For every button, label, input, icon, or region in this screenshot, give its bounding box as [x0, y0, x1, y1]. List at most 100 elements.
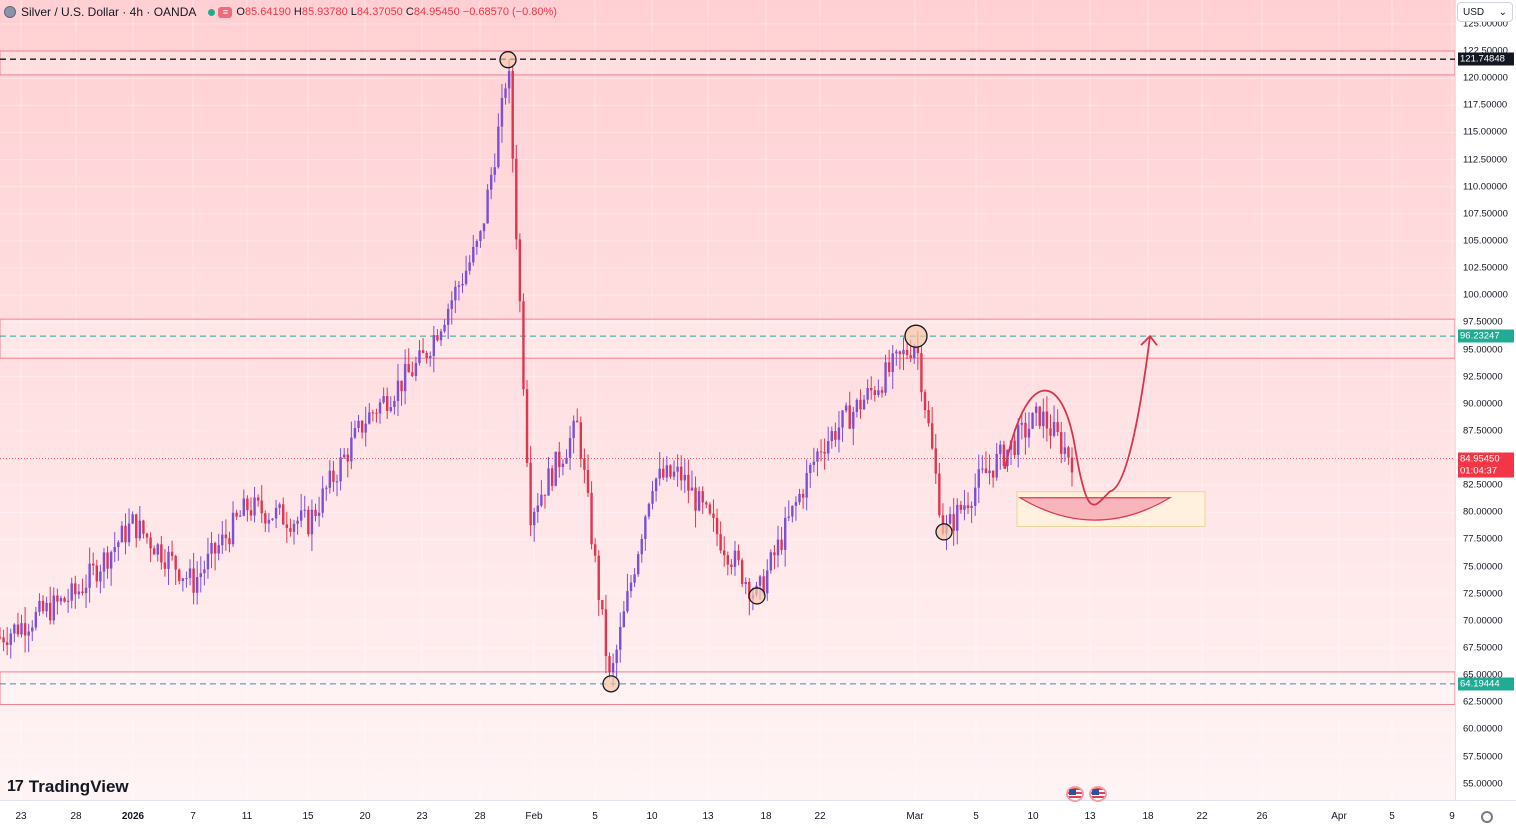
pivot-marker[interactable]	[602, 675, 620, 693]
tradingview-logo-text: TradingView	[28, 777, 129, 796]
silver-symbol-icon	[4, 6, 16, 18]
us-flag-event-icon[interactable]	[1089, 786, 1107, 802]
candle-body	[884, 362, 887, 393]
us-flag-event-icon[interactable]	[1066, 786, 1084, 802]
horizontal-levels[interactable]	[0, 58, 1455, 685]
candle-body	[977, 469, 980, 488]
candle-body	[848, 405, 851, 429]
candle-body	[246, 498, 249, 511]
candle-body	[386, 396, 389, 411]
pivot-marker[interactable]	[748, 587, 766, 605]
candle-body	[507, 71, 511, 89]
price-axis[interactable]: 125.00000 122.50000 120.00000 117.50000 115.…	[1455, 0, 1516, 800]
candle-body	[364, 423, 367, 433]
candle-body	[740, 560, 744, 584]
price-label-badge[interactable]: 64.19444	[1458, 677, 1514, 691]
candle-body	[830, 430, 833, 442]
market-status-dot[interactable]	[208, 8, 216, 16]
candle-body	[113, 547, 116, 552]
time-tick-label: 5	[592, 811, 598, 822]
time-tick-label: 10	[1027, 811, 1039, 822]
chart-pane[interactable]: Silver / U.S. Dollar · 4h · OANDA ≡ O85.…	[0, 0, 1455, 800]
pivot-marker[interactable]	[904, 324, 928, 348]
candle-body	[902, 349, 905, 355]
price-chart[interactable]	[0, 0, 1455, 800]
candle-body	[844, 405, 848, 411]
candle-body	[224, 534, 228, 539]
candle-body	[590, 492, 593, 545]
candle-body	[565, 457, 568, 464]
candle-body	[20, 623, 23, 635]
price-label-badge[interactable]: 84.95450	[1458, 452, 1514, 466]
candle-body	[576, 420, 579, 423]
low-key: L	[350, 6, 357, 18]
sr-zone[interactable]	[0, 318, 1455, 359]
time-tick-label: 18	[760, 811, 772, 822]
sr-zone[interactable]	[0, 671, 1455, 705]
candle-body	[805, 472, 808, 498]
data-flag-icon[interactable]: ≡	[218, 6, 233, 18]
candle-body	[292, 523, 296, 532]
drawings[interactable]	[499, 51, 1206, 693]
candle-body	[719, 534, 722, 551]
candle-body	[84, 587, 88, 594]
candle-body	[683, 474, 686, 481]
candle-body	[350, 437, 353, 462]
candle-body	[407, 364, 410, 373]
candle-body	[948, 514, 952, 524]
candle-body	[192, 568, 195, 593]
candle-body	[629, 582, 633, 592]
candle-body	[619, 626, 622, 650]
pivot-marker[interactable]	[499, 51, 517, 69]
candle-body	[697, 491, 701, 511]
rounded-bottom-shape[interactable]	[1017, 497, 1173, 521]
candle-body	[414, 363, 418, 376]
symbol-title[interactable]: Silver / U.S. Dollar · 4h · OANDA	[21, 5, 197, 19]
symbol-legend[interactable]: Silver / U.S. Dollar · 4h · OANDA ≡ O85.…	[4, 4, 557, 20]
candle-body	[446, 308, 450, 325]
sr-zone[interactable]	[0, 50, 1455, 76]
candle-body	[533, 511, 536, 526]
projection-curve[interactable]	[1004, 336, 1151, 506]
candle-body	[726, 555, 730, 565]
candle-body	[669, 465, 672, 477]
projection-arrowhead[interactable]	[1140, 334, 1158, 346]
price-tick-label: 77.50000	[1463, 533, 1503, 545]
currency-selector[interactable]: USD ⌄	[1457, 2, 1513, 22]
price-tick-label: 105.00000	[1463, 235, 1508, 247]
open-value: 85.64190	[244, 6, 291, 18]
settings-gear-icon[interactable]	[1481, 811, 1493, 823]
candle-body	[1002, 444, 1006, 466]
pivot-marker[interactable]	[935, 523, 953, 541]
candle-body	[999, 444, 1002, 455]
time-tick-label: 22	[1196, 811, 1208, 822]
candle-body	[712, 513, 715, 518]
candle-body	[762, 576, 765, 594]
candle-body	[375, 412, 378, 414]
candle-body	[973, 487, 977, 507]
candle-body	[680, 466, 683, 481]
price-label-badge[interactable]: 96.23247	[1458, 329, 1514, 343]
candle-body	[984, 468, 988, 474]
price-label-badge[interactable]: 121.74848	[1458, 52, 1514, 66]
price-label-badge[interactable]: 01:04:37	[1458, 464, 1514, 478]
candle-body	[271, 518, 274, 520]
candle-body	[920, 353, 923, 393]
tradingview-logo[interactable]: 17 TradingView	[7, 777, 129, 797]
time-axis[interactable]: 23 28 2026 7 11 15 20 23 28 Feb 5 10 13 18 22 Mar 5 10 13 1…	[0, 800, 1516, 828]
candle-body	[378, 402, 382, 414]
price-tick-label: 110.00000	[1463, 181, 1508, 193]
candle-body	[48, 602, 52, 621]
candle-body	[314, 509, 317, 516]
candle-body	[56, 595, 59, 602]
candle-body	[859, 399, 862, 410]
candle-body	[59, 598, 63, 602]
candle-body	[723, 550, 726, 556]
candle-body	[332, 470, 335, 482]
sr-zones[interactable]	[0, 50, 1455, 705]
candle-body	[536, 505, 539, 512]
candle-body	[429, 355, 432, 358]
candle-body	[109, 551, 113, 569]
candle-body	[210, 543, 213, 554]
candle-body	[16, 624, 20, 635]
